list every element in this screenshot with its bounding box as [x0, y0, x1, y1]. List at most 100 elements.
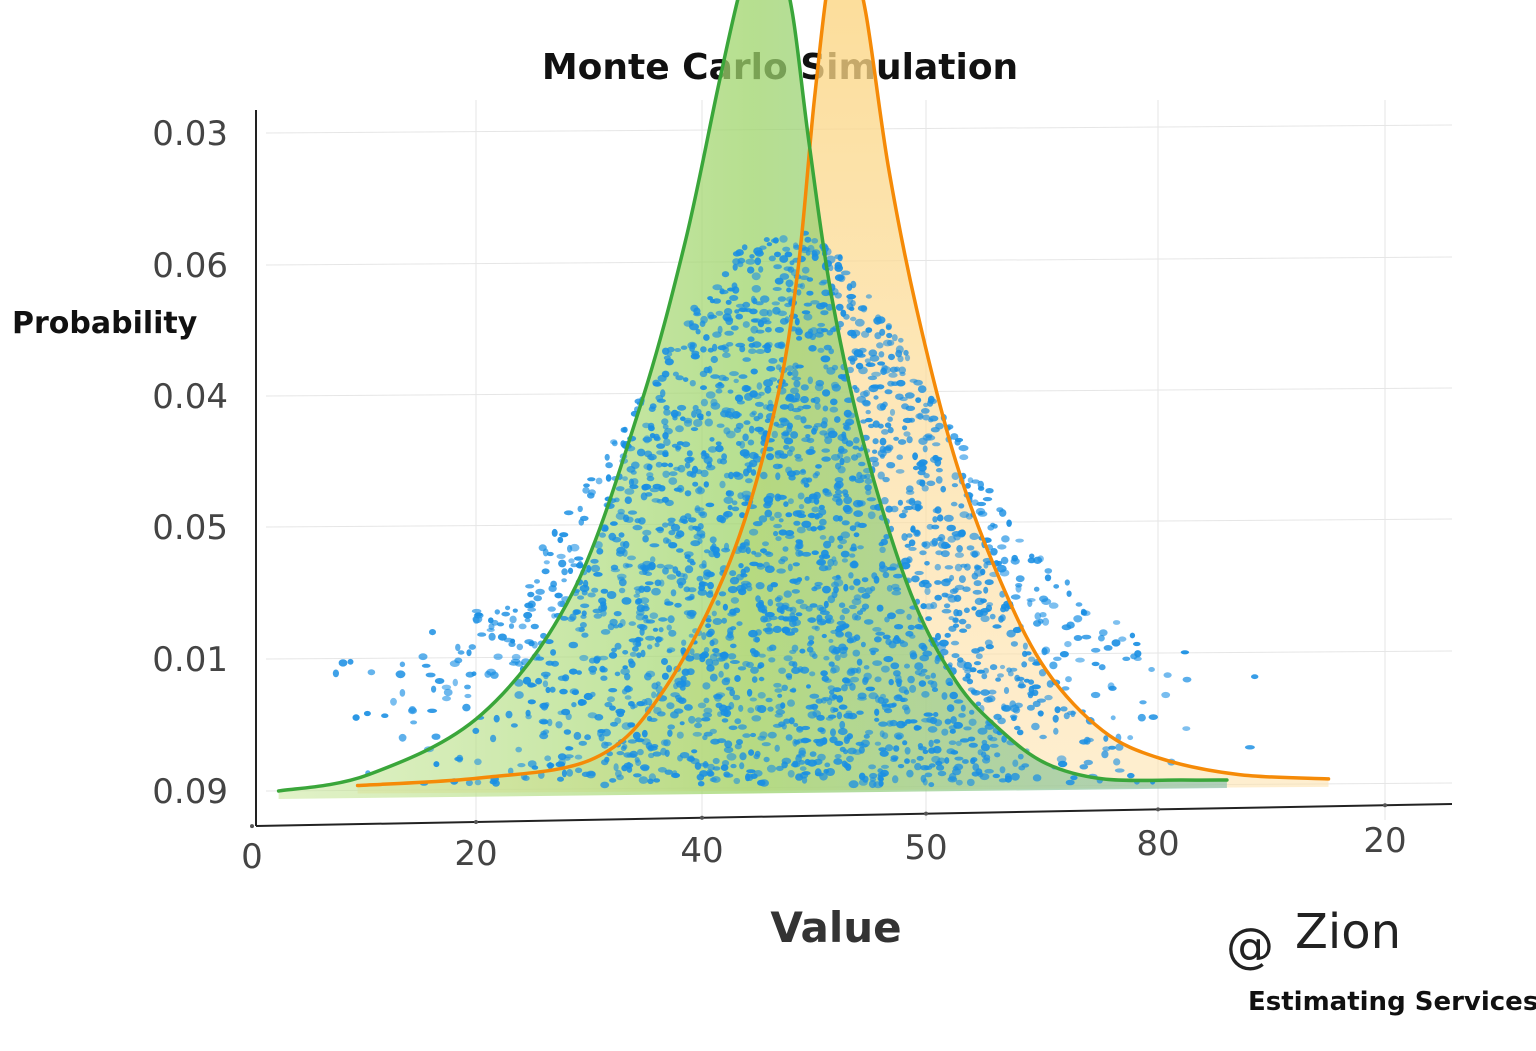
scatter-point: [768, 615, 778, 621]
scatter-point: [980, 689, 990, 696]
scatter-point: [688, 525, 695, 531]
scatter-point: [782, 246, 791, 252]
scatter-point: [535, 677, 543, 685]
scatter-point: [819, 535, 827, 540]
scatter-point: [839, 538, 847, 545]
scatter-point: [752, 455, 762, 463]
scatter-point: [966, 778, 975, 787]
scatter-point: [765, 622, 773, 628]
scatter-point: [823, 655, 830, 661]
scatter-point: [527, 760, 537, 768]
scatter-point: [674, 348, 682, 352]
scatter-point: [830, 398, 838, 406]
scatter-point: [918, 437, 928, 445]
scatter-point: [746, 585, 753, 592]
scatter-point: [608, 652, 618, 659]
scatter-point: [707, 581, 714, 590]
scatter-point: [986, 602, 994, 607]
scatter-point: [922, 541, 931, 549]
scatter-point: [989, 743, 999, 748]
scatter-point: [601, 728, 612, 737]
scatter-point: [772, 287, 782, 291]
scatter-point: [845, 678, 851, 684]
scatter-point: [683, 377, 689, 382]
scatter-point: [779, 404, 790, 410]
scatter-point: [828, 535, 835, 544]
scatter-point: [778, 518, 784, 523]
scatter-point: [914, 669, 923, 676]
scatter-point: [1036, 698, 1046, 703]
scatter-point: [797, 492, 805, 500]
scatter-point: [858, 366, 868, 375]
scatter-point: [655, 527, 664, 532]
scatter-point: [522, 676, 532, 685]
scatter-point: [617, 508, 625, 515]
y-axis-label: Probability: [12, 306, 198, 341]
scatter-point: [967, 477, 974, 484]
scatter-point: [935, 476, 943, 484]
scatter-point: [941, 608, 952, 614]
scatter-point: [820, 355, 831, 363]
scatter-point: [780, 556, 789, 562]
scatter-point: [833, 578, 844, 587]
scatter-point: [957, 657, 964, 663]
scatter-point: [848, 572, 854, 579]
scatter-point: [873, 575, 880, 584]
scatter-point: [901, 533, 908, 541]
scatter-point: [715, 441, 722, 446]
scatter-point: [718, 704, 728, 712]
scatter-point: [848, 780, 859, 789]
scatter-point: [660, 739, 669, 746]
scatter-point: [1114, 768, 1125, 773]
x-tick-mark: [924, 811, 928, 816]
scatter-point: [646, 472, 654, 478]
scatter-point: [1053, 727, 1059, 735]
scatter-point: [515, 746, 522, 753]
scatter-point: [846, 366, 854, 374]
scatter-point: [762, 541, 769, 547]
y-tick-labels: 0.030.060.040.050.010.09: [152, 114, 228, 812]
scatter-point: [846, 303, 854, 310]
scatter-point: [723, 496, 734, 504]
scatter-point: [829, 736, 838, 744]
scatter-point: [486, 668, 496, 676]
scatter-point: [725, 430, 736, 439]
scatter-point: [673, 708, 684, 714]
scatter-point: [878, 721, 888, 727]
scatter-point: [971, 551, 979, 558]
scatter-point: [715, 382, 725, 389]
scatter-point: [1079, 764, 1089, 770]
scatter-point: [703, 334, 710, 341]
scatter-point: [895, 345, 904, 354]
scatter-point: [1028, 656, 1036, 662]
scatter-point: [747, 707, 755, 714]
scatter-point: [959, 454, 969, 461]
scatter-point: [796, 726, 804, 733]
scatter-point: [889, 563, 898, 571]
scatter-point: [631, 461, 640, 469]
scatter-point: [694, 507, 705, 512]
scatter-point: [705, 623, 712, 629]
scatter-point: [651, 682, 659, 690]
scatter-point: [751, 410, 757, 416]
scatter-point: [920, 668, 928, 673]
scatter-point: [596, 548, 604, 555]
scatter-point: [761, 608, 768, 614]
scatter-point: [887, 416, 893, 422]
scatter-point: [919, 479, 926, 487]
scatter-point: [795, 364, 804, 369]
scatter-point: [722, 603, 729, 611]
scatter-point: [1065, 779, 1075, 786]
scatter-point: [551, 528, 558, 537]
scatter-point: [911, 575, 920, 583]
scatter-point: [857, 305, 868, 312]
scatter-point: [869, 772, 878, 779]
scatter-point: [853, 349, 864, 358]
scatter-point: [742, 357, 751, 362]
scatter-point: [785, 530, 795, 536]
scatter-point: [758, 653, 766, 658]
scatter-point: [950, 716, 957, 724]
scatter-point: [917, 385, 927, 393]
scatter-point: [743, 420, 751, 425]
scatter-point: [811, 249, 821, 256]
